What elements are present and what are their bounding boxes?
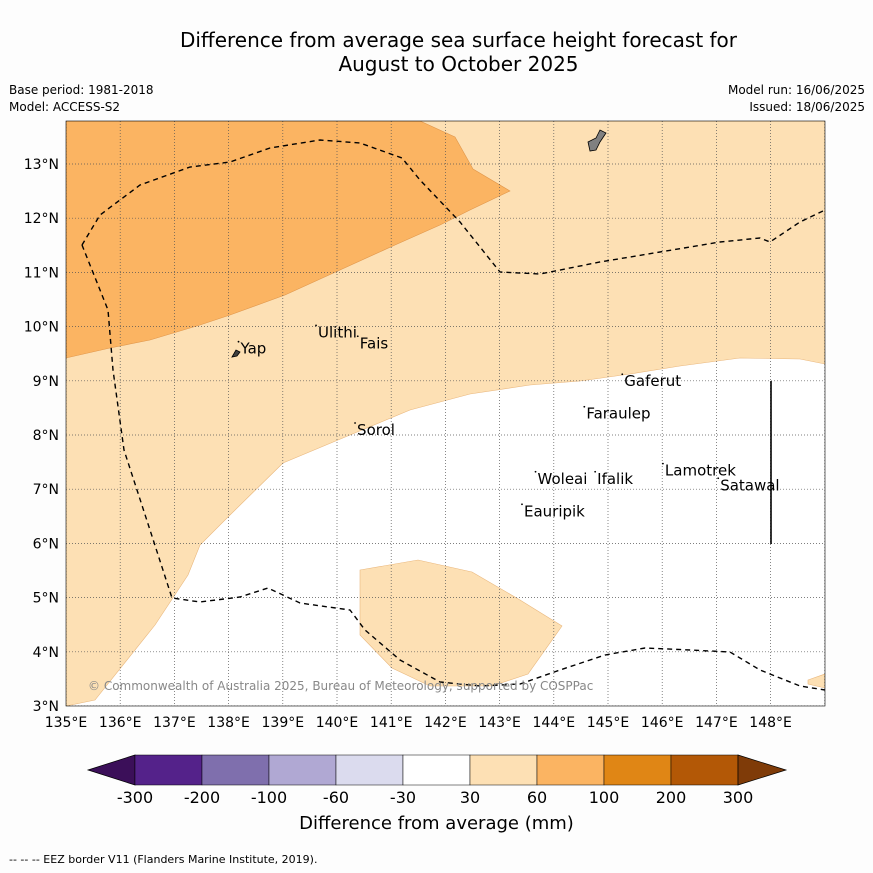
longitude-tick-label: 139°E [262, 715, 305, 731]
colorbar-swatch [201, 754, 270, 786]
base-period: Base period: 1981-2018 [9, 83, 154, 97]
latitude-axis: 3°N 4°N 5°N 6°N 7°N 8°N 9°N 10°N 11°N 12°N 13°N [24, 157, 59, 715]
latitude-tick-label: 6°N [33, 536, 59, 552]
colorbar-swatch [536, 754, 605, 786]
colorbar-swatch [469, 754, 538, 786]
place-label: Ifalik [597, 470, 633, 488]
place-label: Fais [360, 334, 389, 352]
colorbar-swatch [603, 754, 672, 786]
longitude-tick-label: 135°E [45, 715, 88, 731]
colorbar-swatch [335, 754, 404, 786]
place-label: Woleai [538, 470, 588, 488]
latitude-tick-label: 5°N [33, 591, 59, 607]
band-30-60-patch [359, 559, 563, 687]
longitude-tick-label: 140°E [316, 715, 359, 731]
colorbar-swatch [402, 754, 471, 786]
guam-island [587, 129, 607, 152]
latitude-tick-label: 3°N [33, 699, 59, 715]
colorbar-title: Difference from average (mm) [299, 813, 574, 834]
band-30-60-edge-patch [807, 673, 825, 689]
atoll-marker [594, 470, 597, 473]
colorbar-tick-label: -100 [250, 788, 288, 807]
atoll-marker [315, 324, 317, 327]
map-title: Difference from average sea surface heig… [0, 28, 873, 76]
latitude-tick-label: 10°N [24, 320, 59, 336]
longitude-tick-label: 146°E [641, 715, 684, 731]
latitude-tick-label: 12°N [24, 211, 59, 227]
eez-border-north [81, 139, 825, 275]
title-line-2: August to October 2025 [338, 52, 579, 76]
latitude-tick-label: 4°N [33, 645, 59, 661]
colorbar-tick-label: 100 [588, 788, 620, 807]
colorbar-tick-label: -30 [389, 788, 417, 807]
atoll-marker [717, 477, 720, 480]
longitude-tick-label: 145°E [587, 715, 630, 731]
longitude-tick-label: 142°E [424, 715, 467, 731]
eez-footnote: -- -- -- EEZ border V11 (Flanders Marine… [9, 853, 318, 866]
copyright-notice: © Commonwealth of Australia 2025, Bureau… [88, 679, 593, 693]
latitude-tick-label: 11°N [24, 265, 59, 281]
meta-right: Model run: 16/06/2025 Issued: 18/06/2025 [728, 82, 865, 116]
place-label: Yap [240, 340, 267, 358]
colorbar-low-extension [86, 754, 136, 786]
place-label: Gaferut [624, 372, 681, 390]
place-label: Lamotrek [665, 462, 736, 480]
atoll-marker [354, 422, 356, 424]
colorbar-tick-label: -60 [322, 788, 350, 807]
colorbar-swatch [134, 754, 203, 786]
place-label: Ulithi [318, 323, 357, 341]
place-label: Satawal [720, 476, 779, 494]
atoll-marker [521, 503, 523, 506]
latitude-tick-label: 9°N [33, 374, 59, 390]
latitude-tick-label: 8°N [33, 428, 59, 444]
model-run: Model run: 16/06/2025 [727, 83, 865, 97]
colorbar-swatch [670, 754, 739, 786]
atoll-marker [583, 405, 586, 408]
colorbar [86, 754, 788, 786]
longitude-tick-label: 148°E [749, 715, 792, 731]
colorbar-tick-label: 60 [526, 788, 548, 807]
longitude-tick-label: 141°E [370, 715, 413, 731]
latitude-tick-label: 7°N [33, 482, 59, 498]
map-fields [66, 121, 825, 706]
meta-left: Base period: 1981-2018 Model: ACCESS-S2 [9, 82, 154, 116]
longitude-tick-label: 138°E [207, 715, 250, 731]
colorbar-tick-label: 300 [722, 788, 754, 807]
atoll-marker [356, 335, 359, 338]
eez-border-west [81, 244, 825, 691]
map-frame [65, 120, 826, 707]
longitude-tick-label: 147°E [695, 715, 738, 731]
band-60-100-region [66, 121, 511, 359]
colorbar-tick-label: -300 [116, 788, 154, 807]
atoll-marker [621, 373, 624, 376]
place-label: Faraulep [586, 405, 650, 423]
longitude-tick-label: 136°E [99, 715, 142, 731]
longitude-tick-label: 143°E [478, 715, 521, 731]
colorbar-high-extension [737, 754, 788, 786]
issued-date: Issued: 18/06/2025 [749, 100, 865, 114]
atoll-marker [237, 340, 240, 343]
colorbar-swatch [268, 754, 337, 786]
place-label: Sorol [357, 421, 395, 439]
atoll-marker [662, 462, 664, 465]
yap-island [231, 349, 241, 358]
colorbar-tick-label: -200 [183, 788, 221, 807]
colorbar-tick-label: 200 [655, 788, 687, 807]
longitude-axis: 135°E 136°E 137°E 138°E 139°E 140°E 141°E 142°E… [45, 715, 792, 731]
longitude-tick-label: 144°E [533, 715, 576, 731]
atoll-marker [534, 470, 537, 473]
model-name: Model: ACCESS-S2 [9, 100, 121, 114]
longitude-tick-label: 137°E [153, 715, 196, 731]
latitude-tick-label: 13°N [24, 157, 59, 173]
colorbar-tick-label: 30 [459, 788, 481, 807]
title-line-1: Difference from average sea surface heig… [179, 28, 738, 52]
graticule [66, 121, 825, 706]
place-label: Eauripik [524, 502, 585, 520]
